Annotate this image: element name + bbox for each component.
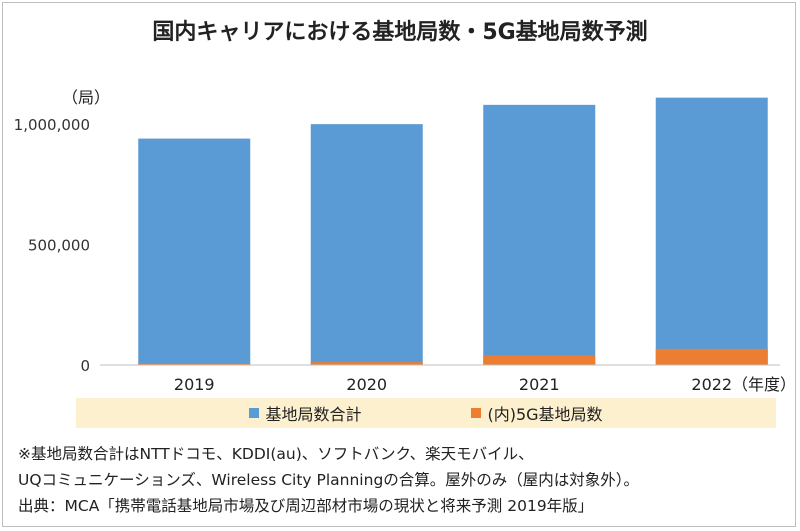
- x-tick-label: 2021: [519, 375, 560, 394]
- note-line-1: ※基地局数合計はNTTドコモ、KDDI(au)、ソフトバンク、楽天モバイル、: [18, 445, 534, 463]
- legend-item-5g: (内)5G基地局数: [471, 401, 603, 425]
- y-axis-label: （局）: [62, 88, 110, 107]
- x-tick-label: 2019: [174, 375, 215, 394]
- bar-chart: （局） 0 500,000 1,000,000 2019 2020 2021 2022 （年度）: [14, 88, 796, 394]
- y-tick-label: 500,000: [28, 237, 90, 255]
- legend: 基地局数合計 (内)5G基地局数: [76, 398, 776, 428]
- x-tick-label: 2022: [691, 375, 732, 394]
- bar-5g-2021: [483, 355, 596, 365]
- legend-item-total: 基地局数合計: [249, 401, 361, 425]
- note-line-2: UQコミュニケーションズ、Wireless City Planningの合算。屋…: [18, 471, 640, 489]
- y-tick-label: 1,000,000: [14, 116, 90, 134]
- bar-5g-2020: [310, 362, 423, 365]
- chart-title: 国内キャリアにおける基地局数・5G基地局数予測: [152, 20, 648, 45]
- x-tick-label: 2020: [346, 375, 387, 394]
- bar-total-2022: [655, 97, 768, 366]
- legend-label-total: 基地局数合計: [265, 405, 362, 424]
- note-line-3: 出典：MCA「携帯電話基地局市場及び周辺部材市場の現状と将来予測 2019年版」: [18, 497, 594, 515]
- bar-total-2019: [138, 138, 251, 365]
- x-axis-label: （年度）: [732, 375, 796, 394]
- legend-swatch-total: [249, 408, 260, 418]
- bar-5g-2022: [655, 348, 768, 365]
- bar-total-2021: [483, 104, 596, 365]
- bar-5g-2019: [138, 363, 251, 365]
- legend-label-5g: (内)5G基地局数: [487, 405, 603, 424]
- legend-swatch-5g: [471, 408, 482, 418]
- bar-total-2020: [310, 124, 423, 365]
- y-tick-label: 0: [80, 357, 90, 375]
